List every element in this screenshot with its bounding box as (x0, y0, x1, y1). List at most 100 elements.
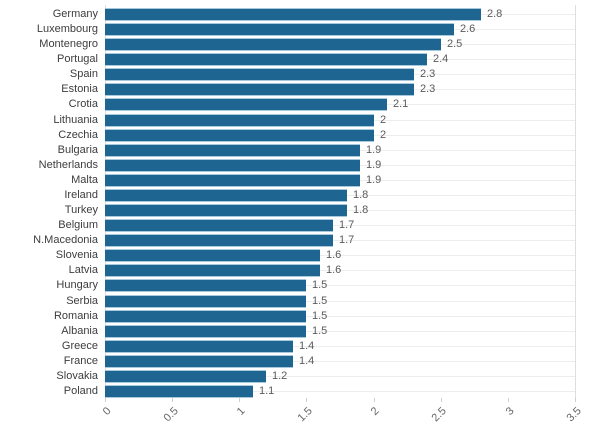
row-gridline (105, 270, 575, 271)
bar (105, 174, 360, 187)
bar-row: Luxembourg 2.6 (0, 23, 600, 36)
value-label: 2.8 (487, 8, 503, 20)
bar (105, 264, 320, 277)
value-label: 2.5 (447, 38, 463, 50)
bar-row: Montenegro 2.5 (0, 38, 600, 51)
value-label: 1.5 (312, 325, 328, 337)
bar (105, 129, 374, 142)
value-label: 1.9 (366, 159, 382, 171)
category-label: Crotia (68, 98, 98, 110)
bar (105, 219, 333, 232)
bar-row: Slovenia 1.6 (0, 249, 600, 262)
value-label: 1.8 (353, 204, 369, 216)
bar (105, 295, 306, 308)
value-label: 1.8 (353, 189, 369, 201)
x-tick-mark (172, 398, 174, 403)
category-label: Slovenia (55, 249, 98, 261)
plot-right-border (575, 5, 576, 399)
category-label: Turkey (64, 204, 98, 216)
value-label: 1.7 (339, 219, 355, 231)
bar-row: Hungary 1.5 (0, 279, 600, 292)
x-tick-label: 1.5 (295, 405, 315, 425)
x-tick-mark (440, 398, 442, 403)
value-label: 1.5 (312, 310, 328, 322)
bar (105, 53, 427, 66)
value-label: 2 (380, 114, 387, 126)
category-label: Bulgaria (57, 144, 98, 156)
category-label: Estonia (61, 83, 98, 95)
category-label: Albania (61, 325, 98, 337)
x-tick-label: 2 (369, 405, 383, 418)
bar (105, 325, 306, 338)
x-tick-mark (239, 398, 241, 403)
x-tick-label: 0.5 (161, 405, 181, 425)
category-label: Portugal (57, 53, 98, 65)
row-gridline (105, 346, 575, 347)
bar-row: Latvia 1.6 (0, 264, 600, 277)
category-label: Ireland (64, 189, 98, 201)
bar (105, 310, 306, 323)
bar-row: Greece 1.4 (0, 340, 600, 353)
bar (105, 204, 347, 217)
bar-row: Spain 2.3 (0, 68, 600, 81)
value-label: 2 (380, 129, 387, 141)
bar-row: Turkey 1.8 (0, 204, 600, 217)
bar-row: Ireland 1.8 (0, 189, 600, 202)
bar-row: Malta 1.9 (0, 174, 600, 187)
bar (105, 249, 320, 262)
value-label: 1.1 (259, 385, 275, 397)
bar (105, 340, 293, 353)
value-label: 2.1 (393, 98, 409, 110)
bar-row: Lithuania 2 (0, 114, 600, 127)
x-tick-mark (575, 398, 576, 403)
value-label: 1.6 (326, 264, 342, 276)
x-tick-mark (373, 398, 375, 403)
bar-row: Albania 1.5 (0, 325, 600, 338)
value-label: 1.5 (312, 295, 328, 307)
row-gridline (105, 331, 575, 332)
row-gridline (105, 301, 575, 302)
bar-row: Slovakia 1.2 (0, 370, 600, 383)
category-label: N.Macedonia (33, 234, 98, 246)
row-gridline (105, 391, 575, 392)
bar (105, 279, 306, 292)
category-label: Hungary (56, 279, 98, 291)
row-gridline (105, 225, 575, 226)
bar (105, 144, 360, 157)
category-label: Romania (53, 310, 98, 322)
bar (105, 159, 360, 172)
x-tick-label: 1 (234, 405, 248, 418)
bar (105, 98, 387, 111)
value-label: 1.7 (339, 234, 355, 246)
category-label: Germany (52, 8, 98, 20)
row-gridline (105, 240, 575, 241)
bar-row: Poland 1.1 (0, 385, 600, 398)
x-tick-mark (507, 398, 509, 403)
bar (105, 189, 347, 202)
bar (105, 114, 374, 127)
row-gridline (105, 376, 575, 377)
value-label: 2.3 (420, 83, 436, 95)
category-label: Poland (63, 385, 98, 397)
bar-row: Romania 1.5 (0, 310, 600, 323)
row-gridline (105, 316, 575, 317)
bar-row: Serbia 1.5 (0, 295, 600, 308)
value-label: 1.5 (312, 279, 328, 291)
x-tick-label: 3.5 (564, 405, 584, 425)
category-label: Malta (71, 174, 98, 186)
x-tick-mark (105, 398, 106, 403)
value-label: 2.4 (433, 53, 449, 65)
bar (105, 234, 333, 247)
row-gridline (105, 361, 575, 362)
bar-row: Estonia 2.3 (0, 83, 600, 96)
category-label: France (63, 355, 98, 367)
value-label: 2.3 (420, 68, 436, 80)
category-label: Slovakia (56, 370, 98, 382)
category-label: Serbia (66, 295, 98, 307)
value-label: 1.4 (299, 340, 315, 352)
bar (105, 23, 454, 36)
category-label: Spain (69, 68, 98, 80)
bar (105, 385, 253, 398)
